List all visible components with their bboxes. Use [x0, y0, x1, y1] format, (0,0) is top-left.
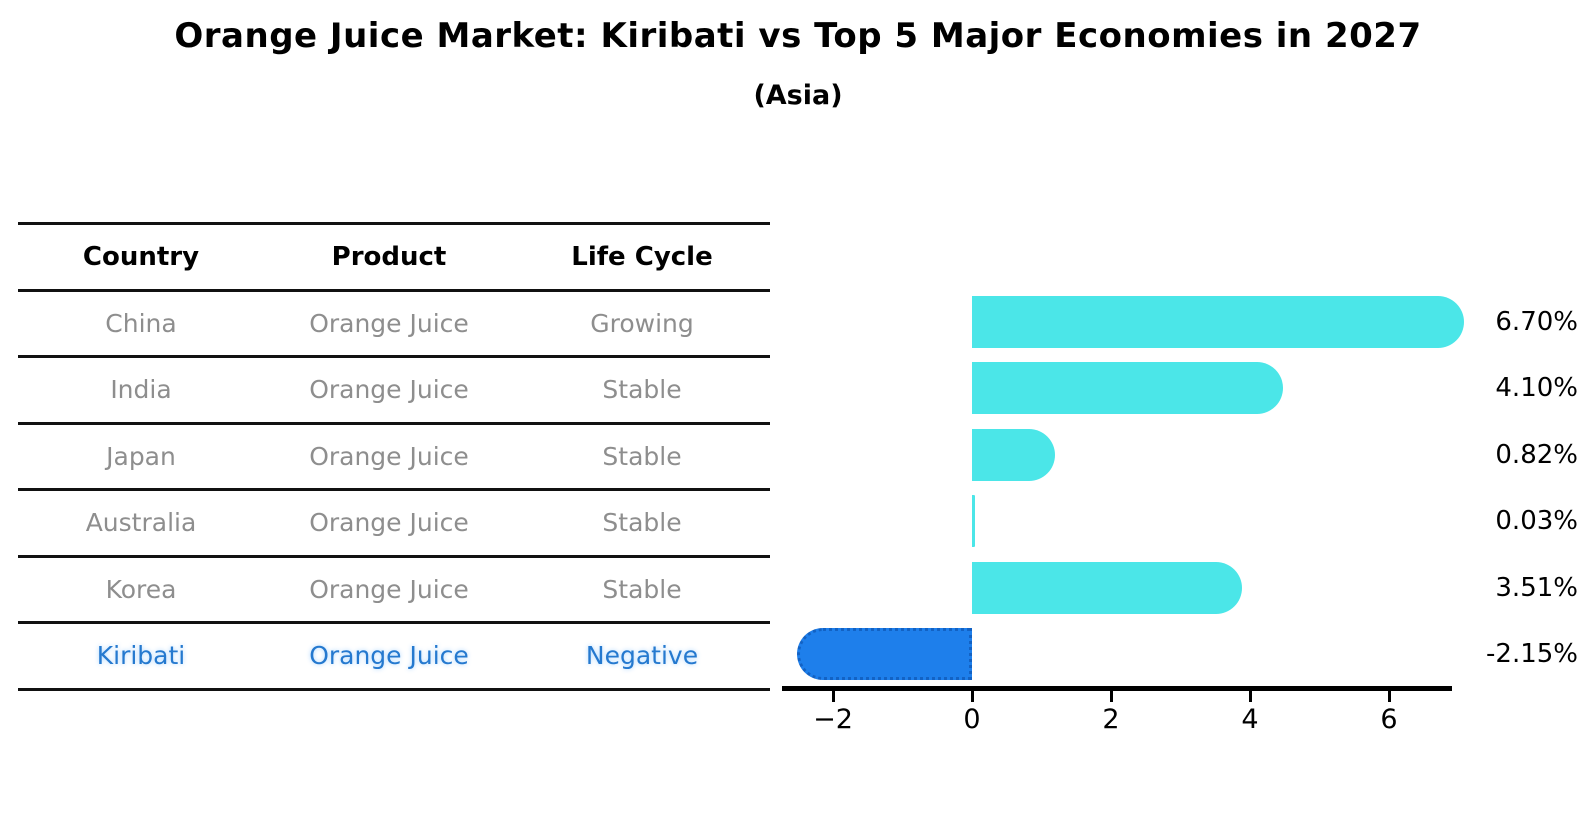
x-axis-tick	[1109, 690, 1113, 702]
table-row: Australia Orange Juice Stable	[18, 491, 770, 558]
bar-value-label: 3.51%	[1495, 572, 1578, 603]
table-header-life-cycle: Life Cycle	[571, 241, 713, 272]
bar-japan	[972, 428, 1055, 481]
table-row: China Orange Juice Growing	[18, 292, 770, 358]
x-axis-tick	[1387, 690, 1391, 702]
table-cell-product: Orange Juice	[309, 308, 469, 338]
table-cell-country: Kiribati	[96, 641, 186, 671]
bar-value-label: 6.70%	[1495, 306, 1578, 337]
table-cell-life-cycle: Growing	[590, 308, 694, 338]
bar-korea	[972, 561, 1242, 614]
bar-value-label: 0.03%	[1495, 506, 1578, 537]
table-cell-country: Korea	[105, 574, 177, 604]
bar-value-label: -2.15%	[1486, 639, 1578, 670]
table-cell-product: Orange Juice	[309, 574, 469, 604]
bar-value-label: 4.10%	[1495, 373, 1578, 404]
x-axis-tick	[1248, 690, 1252, 702]
table-cell-life-cycle: Stable	[602, 441, 682, 471]
bar-australia	[972, 495, 976, 548]
x-axis-tick-label: 0	[963, 704, 981, 735]
bar-india	[972, 362, 1283, 415]
bar-kiribati	[796, 628, 972, 681]
table-header-country: Country	[82, 241, 200, 272]
table-row: Japan Orange Juice Stable	[18, 425, 770, 491]
x-axis-tick-label: 2	[1102, 704, 1120, 735]
bar-value-label: 0.82%	[1495, 439, 1578, 470]
table-cell-life-cycle: Negative	[585, 641, 699, 671]
x-axis-tick	[831, 690, 835, 702]
table-cell-product: Orange Juice	[309, 375, 469, 405]
table-row: Kiribati Orange Juice Negative	[18, 624, 770, 691]
table-row: India Orange Juice Stable	[18, 358, 770, 425]
table-row: Korea Orange Juice Stable	[18, 558, 770, 624]
table-cell-country: China	[105, 308, 177, 338]
table-cell-product: Orange Juice	[309, 641, 469, 671]
table-cell-product: Orange Juice	[309, 508, 469, 538]
x-axis-tick-label: 6	[1380, 704, 1398, 735]
table-cell-product: Orange Juice	[309, 441, 469, 471]
country-table: Country Product Life Cycle China Orange Juic…	[18, 222, 770, 691]
chart-subtitle: (Asia)	[753, 80, 843, 111]
table-header-row: Country Product Life Cycle	[18, 225, 770, 292]
x-axis-tick-label: 4	[1241, 704, 1259, 735]
table-cell-country: Australia	[85, 508, 197, 538]
x-axis-tick	[970, 690, 974, 702]
table-cell-life-cycle: Stable	[602, 508, 682, 538]
table-cell-life-cycle: Stable	[602, 574, 682, 604]
x-axis-tick-label: −2	[813, 704, 853, 735]
table-header-product: Product	[331, 241, 447, 272]
table-cell-country: Japan	[106, 441, 176, 471]
bar-china	[972, 295, 1464, 348]
x-axis	[782, 686, 1452, 691]
chart-title: Orange Juice Market: Kiribati vs Top 5 M…	[174, 16, 1422, 56]
table-cell-country: India	[110, 375, 172, 405]
table-cell-life-cycle: Stable	[602, 375, 682, 405]
